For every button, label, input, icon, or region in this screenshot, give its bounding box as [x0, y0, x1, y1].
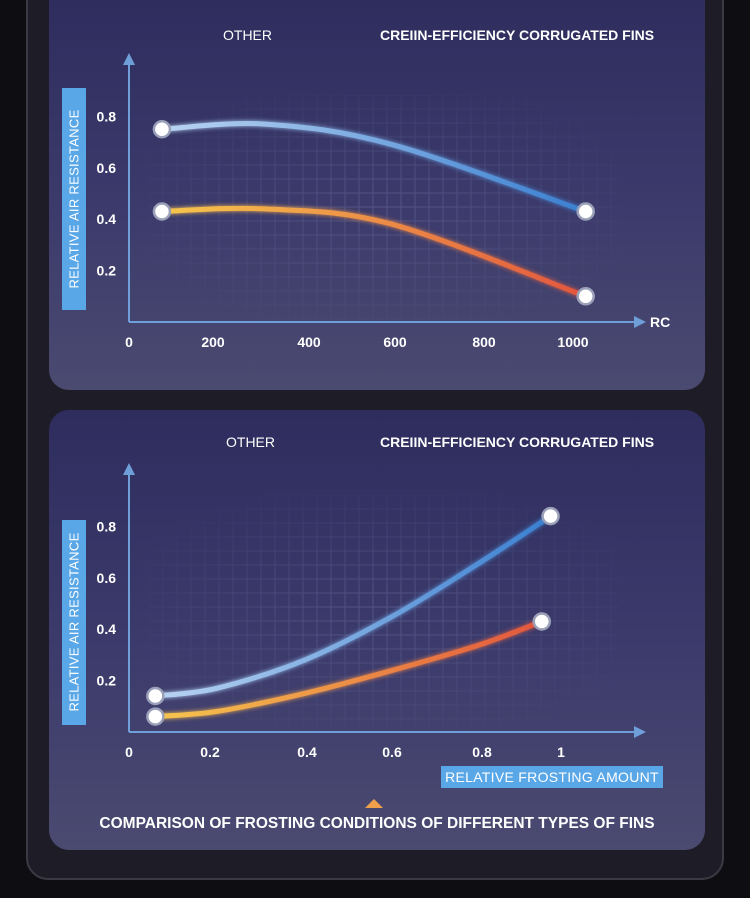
- y-tick-label: 0.8: [97, 518, 117, 534]
- y-axis-arrow-icon: [123, 463, 135, 475]
- x-tick-label: 600: [383, 334, 407, 350]
- data-point-marker: [152, 202, 172, 221]
- x-axis-label-text: RELATIVE FROSTING AMOUNT: [445, 769, 659, 785]
- data-point-marker: [152, 120, 172, 139]
- y-tick-label: 0.2: [97, 673, 117, 689]
- x-tick-label: 0: [125, 744, 133, 760]
- y-axis-arrow-icon: [123, 53, 135, 65]
- y-tick-label: 0.4: [97, 211, 117, 227]
- legend: OTHER CREIIN-EFFICIENCY CORRUGATED FINS: [179, 434, 654, 450]
- chart-rc: 0 200 400 600 800 1000 0.2 0.4 0.6 0.8 RC OTHER CREI…: [97, 27, 671, 350]
- x-tick-label: 0.6: [382, 744, 402, 760]
- data-point-marker: [532, 612, 552, 631]
- y-tick-label: 0.2: [97, 263, 117, 279]
- x-tick-label: 0.2: [200, 744, 220, 760]
- grid: [148, 494, 619, 732]
- x-tick-label: 800: [472, 334, 496, 350]
- x-tick-label: 0: [125, 334, 133, 350]
- y-axis-label: RELATIVE AIR RESISTANCE: [62, 520, 86, 725]
- data-point-marker: [576, 202, 595, 221]
- series-other-line: [159, 121, 589, 214]
- legend-label-other: OTHER: [223, 27, 272, 43]
- chart-card-frosting: 0 0.2 0.4 0.6 0.8 1 0.2 0.4 0.6 0.8 OTHER CREIIN-EF…: [49, 410, 705, 850]
- y-axis-label: RELATIVE AIR RESISTANCE: [62, 88, 86, 310]
- chart-frosting: 0 0.2 0.4 0.6 0.8 1 0.2 0.4 0.6 0.8 OTHER CREIIN-EF…: [97, 434, 655, 760]
- legend-label-other: OTHER: [226, 434, 275, 450]
- x-axis-arrow-icon: [634, 316, 646, 328]
- y-axis-label-text: RELATIVE AIR RESISTANCE: [66, 109, 82, 289]
- x-tick-label: 1000: [557, 334, 588, 350]
- x-tick-label: 1: [557, 744, 565, 760]
- y-tick-label: 0.6: [97, 570, 117, 586]
- y-tick-label: 0.8: [97, 108, 117, 124]
- series-other-line: [152, 513, 554, 699]
- y-axis-label-text: RELATIVE AIR RESISTANCE: [66, 532, 82, 712]
- data-point-marker: [146, 686, 165, 706]
- x-tick-label: 200: [201, 334, 225, 350]
- data-point-marker: [576, 287, 595, 306]
- x-tick-label: 0.4: [297, 744, 317, 760]
- x-tick-label: 400: [297, 334, 321, 350]
- figure-caption: COMPARISON OF FROSTING CONDITIONS OF DIF…: [99, 815, 655, 832]
- x-tick-label: 0.8: [472, 744, 492, 760]
- x-axis-title: RC: [650, 314, 670, 330]
- chart-card-rc: 0 200 400 600 800 1000 0.2 0.4 0.6 0.8 RC OTHER CREI…: [49, 0, 705, 390]
- series-corrugated-line: [159, 205, 589, 299]
- y-tick-label: 0.6: [97, 160, 117, 176]
- legend-label-corrugated: CREIIN-EFFICIENCY CORRUGATED FINS: [380, 27, 654, 43]
- y-tick-label: 0.4: [97, 621, 117, 637]
- legend: OTHER CREIIN-EFFICIENCY CORRUGATED FINS: [176, 27, 654, 43]
- series-corrugated-line: [152, 618, 545, 720]
- x-axis-arrow-icon: [634, 726, 646, 738]
- data-point-marker: [541, 506, 560, 526]
- legend-label-corrugated: CREIIN-EFFICIENCY CORRUGATED FINS: [380, 434, 654, 450]
- x-axis-label: RELATIVE FROSTING AMOUNT: [441, 766, 663, 788]
- data-point-marker: [146, 707, 165, 726]
